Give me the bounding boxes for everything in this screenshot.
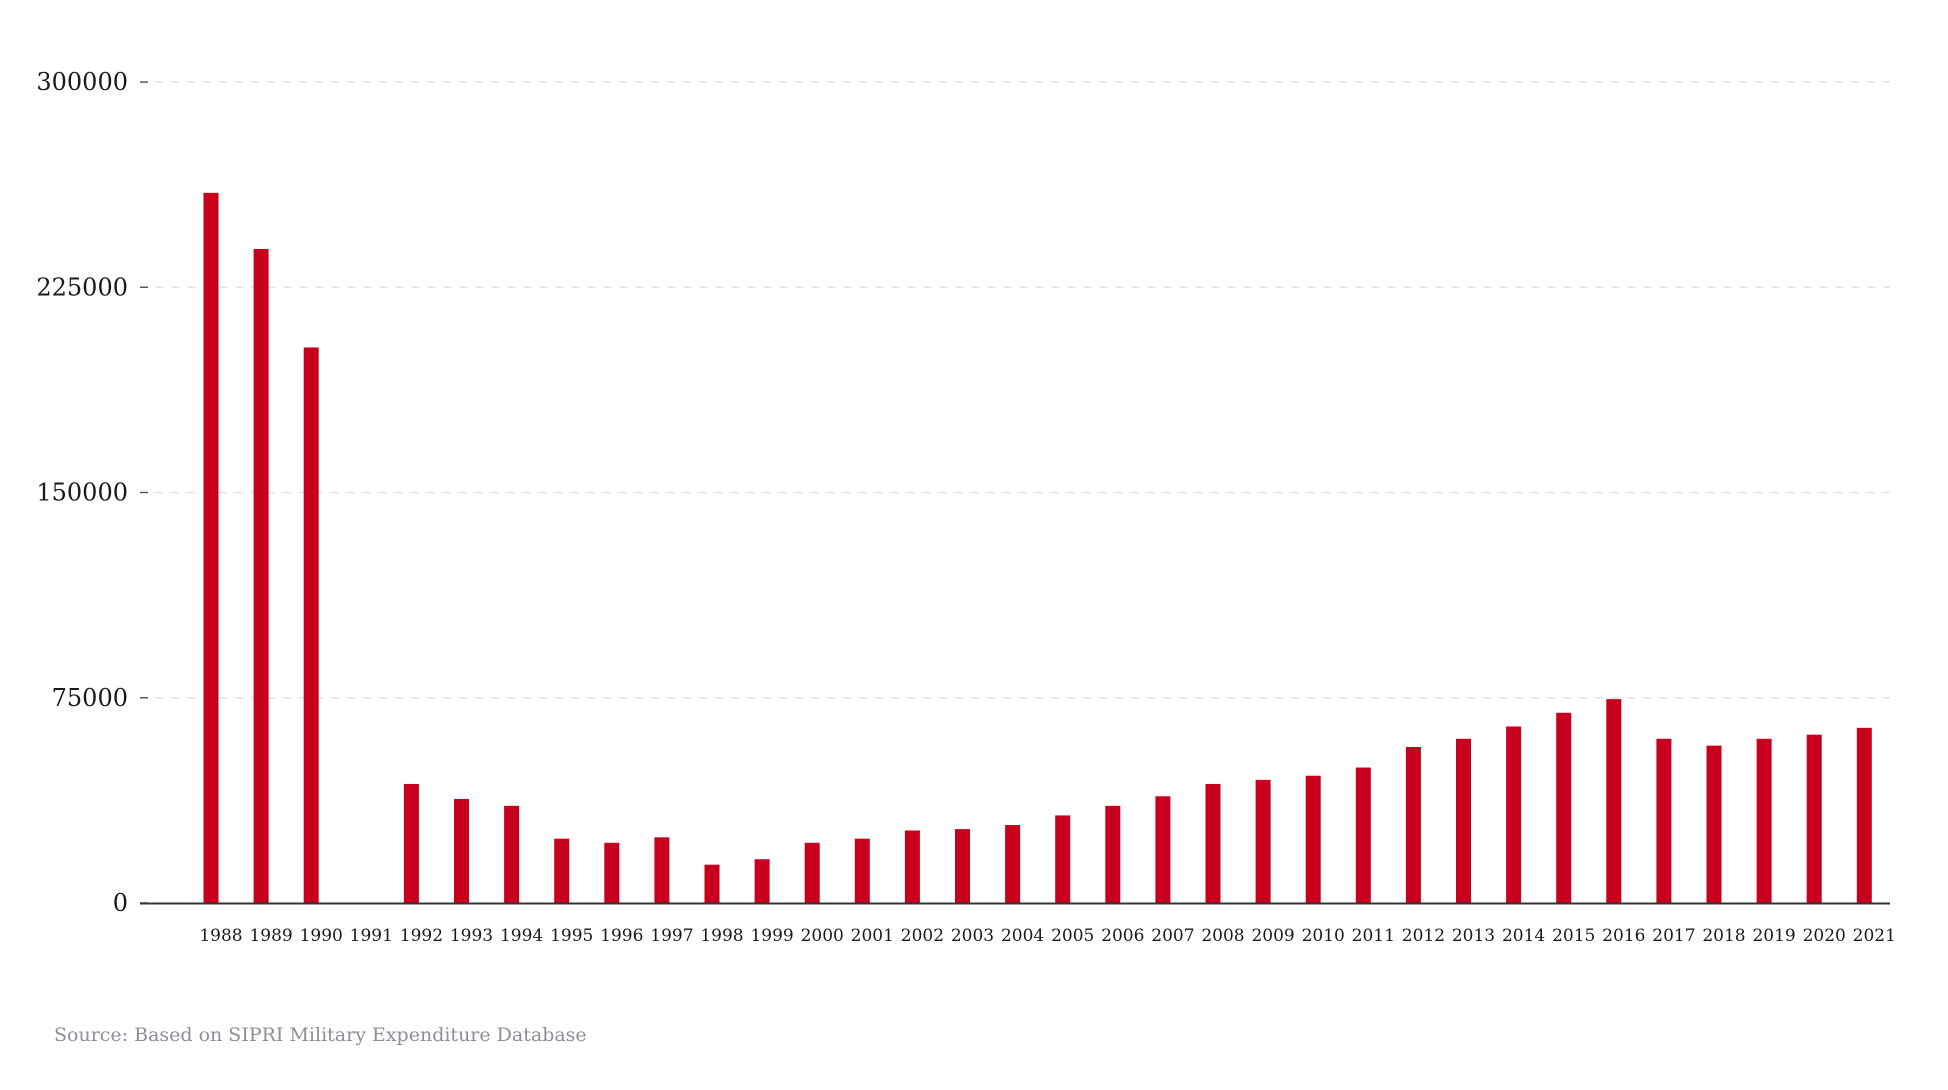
- x-tick-label-2017: 2017: [1652, 926, 1695, 946]
- x-tick-label-1996: 1996: [600, 926, 643, 946]
- x-tick-label-2021: 2021: [1853, 926, 1896, 946]
- x-tick-label-2011: 2011: [1352, 926, 1395, 946]
- x-tick-label-1995: 1995: [550, 926, 593, 946]
- x-tick-label-1988: 1988: [199, 926, 242, 946]
- x-tick-label-2007: 2007: [1151, 926, 1194, 946]
- bar-2007: [1155, 796, 1171, 903]
- y-tick-label: 225000: [36, 273, 128, 301]
- x-tick-label-2016: 2016: [1602, 926, 1645, 946]
- x-axis-tick-labels: 1988 1989 1990 1991 1992 1993 1994 1995 1996 1997…: [199, 926, 1896, 946]
- bar-1998: [704, 864, 720, 903]
- x-tick-label-1991: 1991: [350, 926, 393, 946]
- source-note: Source: Based on SIPRI Military Expendit…: [54, 1024, 587, 1046]
- x-tick-label-2009: 2009: [1251, 926, 1294, 946]
- x-tick-label-2003: 2003: [951, 926, 994, 946]
- y-tick-label: 300000: [36, 68, 128, 96]
- x-tick-label-2015: 2015: [1552, 926, 1595, 946]
- x-tick-label-2005: 2005: [1051, 926, 1094, 946]
- bar-2005: [1055, 815, 1071, 903]
- bar-1988: [203, 192, 219, 903]
- bar-2018: [1706, 745, 1722, 903]
- bar-2003: [955, 829, 970, 903]
- bar-2008: [1205, 783, 1221, 903]
- bar-2015: [1556, 712, 1572, 903]
- x-tick-label-2014: 2014: [1502, 926, 1545, 946]
- y-tick-label: 75000: [52, 684, 128, 712]
- bar-1989: [253, 248, 269, 904]
- x-tick-label-2006: 2006: [1101, 926, 1144, 946]
- x-tick-label-2001: 2001: [851, 926, 894, 946]
- bar-2013: [1456, 738, 1471, 903]
- bar-1999: [754, 859, 770, 903]
- bar-2021: [1856, 727, 1872, 903]
- bar-2000: [804, 842, 820, 903]
- y-axis-tick-labels: 0 75000 150000 225000 300000: [36, 68, 148, 917]
- x-tick-label-2010: 2010: [1302, 926, 1345, 946]
- x-tick-label-2000: 2000: [801, 926, 844, 946]
- bar-2004: [1005, 825, 1021, 903]
- x-tick-label-2019: 2019: [1752, 926, 1795, 946]
- x-tick-label-1993: 1993: [450, 926, 493, 946]
- bar-1994: [504, 805, 520, 903]
- x-tick-label-2013: 2013: [1452, 926, 1495, 946]
- x-tick-label-1997: 1997: [650, 926, 693, 946]
- bar-1997: [654, 837, 670, 903]
- bar-2016: [1606, 699, 1622, 903]
- x-tick-label-1999: 1999: [750, 926, 793, 946]
- x-tick-label-2008: 2008: [1201, 926, 1244, 946]
- bar-1993: [454, 799, 469, 903]
- bar-2020: [1806, 734, 1822, 903]
- bar-2009: [1255, 779, 1271, 903]
- x-tick-label-1989: 1989: [249, 926, 292, 946]
- bar-2014: [1506, 726, 1522, 903]
- bar-1990: [303, 347, 319, 903]
- bar-2019: [1756, 738, 1772, 903]
- x-tick-label-2018: 2018: [1702, 926, 1745, 946]
- bar-1995: [554, 838, 570, 903]
- bar-2012: [1405, 747, 1421, 903]
- bar-2002: [904, 830, 920, 903]
- bar-1996: [604, 842, 620, 903]
- y-tick-label: 150000: [36, 479, 128, 507]
- x-tick-label-2012: 2012: [1402, 926, 1445, 946]
- bar-1992: [403, 783, 419, 903]
- x-tick-label-1998: 1998: [700, 926, 743, 946]
- bar-2001: [854, 838, 870, 903]
- gridlines: [155, 81, 1890, 699]
- x-tick-label-1992: 1992: [400, 926, 443, 946]
- bar-2011: [1355, 767, 1371, 903]
- x-tick-label-2004: 2004: [1001, 926, 1044, 946]
- x-tick-label-2020: 2020: [1803, 926, 1846, 946]
- bar-2010: [1305, 775, 1321, 903]
- x-tick-label-1994: 1994: [500, 926, 543, 946]
- x-tick-label-1990: 1990: [300, 926, 343, 946]
- bar-2006: [1105, 805, 1121, 903]
- bars: [203, 192, 1872, 904]
- y-tick-label: 0: [113, 889, 128, 917]
- x-tick-label-2002: 2002: [901, 926, 944, 946]
- bar-2017: [1656, 738, 1672, 903]
